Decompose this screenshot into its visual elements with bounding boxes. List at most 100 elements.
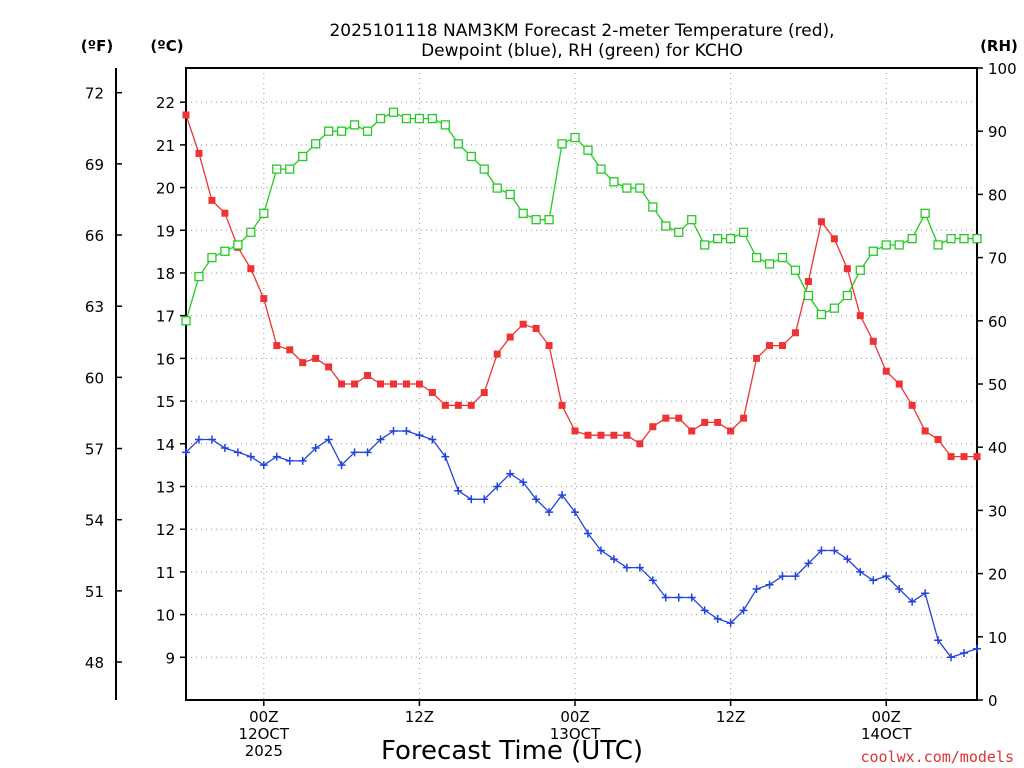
celsius-tick-label: 13	[156, 478, 175, 496]
dewpoint-point	[791, 572, 800, 581]
x-tick-label: 00Z	[560, 708, 589, 726]
temperature-point	[610, 431, 618, 439]
dewpoint-point	[272, 452, 281, 461]
dewpoint-point	[363, 448, 372, 457]
dewpoint-point	[895, 584, 904, 593]
rh-tick-label: 40	[988, 439, 1007, 457]
celsius-tick-label: 22	[156, 94, 175, 112]
dewpoint-point	[571, 508, 580, 517]
temperature-point	[675, 414, 683, 422]
tick-labels: 9 10 11 12 13 14 15 16 17 18 19 20 21 22 48 51 54 57 60 63 6…	[85, 60, 1017, 760]
rh-point	[323, 126, 334, 136]
rh-point	[336, 126, 347, 136]
dewpoint-point	[739, 606, 748, 615]
dewpoint-line	[185, 430, 978, 659]
temperature-point	[571, 427, 579, 435]
temperature-point	[701, 418, 709, 426]
temperature-point	[182, 111, 190, 119]
rh-tick-label: 100	[988, 60, 1017, 78]
dewpoint-point	[324, 435, 333, 444]
rh-point	[855, 265, 865, 275]
temperature-point	[286, 346, 294, 354]
dewpoint-point	[207, 435, 216, 444]
dewpoint-point	[194, 435, 203, 444]
dewpoint-point	[908, 597, 917, 606]
chart-title-line-1: 2025101118 NAM3KM Forecast 2-meter Tempe…	[329, 21, 834, 41]
celsius-tick-label: 16	[156, 350, 175, 368]
temperature-point	[649, 423, 657, 431]
temperature-point	[558, 401, 566, 409]
celsius-tick-label: 11	[156, 564, 175, 582]
celsius-tick-label: 18	[156, 265, 175, 283]
rh-point	[414, 113, 425, 124]
temperature-point	[830, 235, 838, 243]
dewpoint-point	[973, 644, 981, 653]
dewpoint-point	[402, 426, 411, 435]
rh-line	[185, 111, 977, 321]
temperature-point	[415, 380, 423, 388]
rh-point	[661, 221, 671, 231]
temperature-point	[688, 427, 696, 435]
temperature-point	[441, 401, 449, 409]
fahrenheit-axis-label: (ºF)	[81, 37, 113, 55]
celsius-tick-label: 21	[156, 137, 175, 155]
celsius-tick-label: 14	[156, 436, 175, 454]
dewpoint-point	[428, 435, 437, 444]
rh-point	[557, 139, 567, 149]
dewpoint-point	[583, 529, 592, 538]
temperature-point	[856, 312, 864, 320]
dewpoint-point	[700, 606, 709, 615]
dewpoint-point	[182, 448, 190, 457]
rh-point	[764, 259, 775, 269]
temperature-point	[778, 342, 786, 350]
dewpoint-point	[713, 614, 722, 623]
dewpoint-point	[220, 444, 229, 453]
rh-point	[648, 202, 658, 212]
rh-point	[803, 290, 814, 301]
dewpoint-point	[298, 456, 307, 465]
rh-point	[375, 113, 386, 124]
fahrenheit-tick-label: 54	[85, 512, 104, 530]
temperature-point	[428, 389, 436, 397]
x-tick-label: 14OCT	[861, 725, 912, 743]
rh-tick-label: 50	[988, 376, 1007, 394]
rh-point	[751, 252, 762, 263]
dewpoint-point	[532, 495, 541, 504]
rh-point	[194, 271, 204, 282]
dewpoint-point	[285, 456, 294, 465]
rh-point	[700, 240, 710, 250]
temperature-point	[467, 401, 475, 409]
rh-point	[531, 215, 541, 225]
celsius-axis-label: (ºC)	[150, 37, 183, 55]
temperature-point	[869, 337, 877, 345]
rh-axis-label: (RH)	[980, 37, 1018, 55]
rh-point	[440, 120, 450, 130]
temperature-point	[804, 278, 812, 286]
rh-point	[972, 233, 982, 244]
temperature-point	[389, 380, 397, 388]
dewpoint-point	[726, 619, 735, 628]
rh-point	[259, 208, 269, 219]
temperature-point	[584, 431, 592, 439]
fahrenheit-tick-label: 63	[85, 298, 104, 316]
dewpoint-point	[259, 461, 268, 470]
temperature-point	[519, 320, 527, 328]
temperature-point	[662, 414, 670, 422]
dewpoint-point	[506, 469, 515, 478]
dewpoint-point	[389, 426, 398, 435]
rh-point	[738, 227, 749, 237]
rh-point	[246, 227, 256, 237]
dewpoint-point	[921, 589, 930, 598]
rh-point	[220, 246, 230, 256]
rh-point	[388, 107, 399, 117]
rh-point	[453, 139, 463, 149]
dewpoint-point	[233, 448, 242, 457]
dewpoint-point	[934, 636, 943, 645]
fahrenheit-tick-label: 66	[85, 227, 104, 245]
temperature-point	[195, 149, 203, 157]
rh-point	[687, 215, 697, 225]
rh-point	[777, 252, 788, 263]
temperature-point	[921, 427, 929, 435]
dewpoint-point	[960, 649, 969, 658]
rh-point	[946, 233, 956, 244]
